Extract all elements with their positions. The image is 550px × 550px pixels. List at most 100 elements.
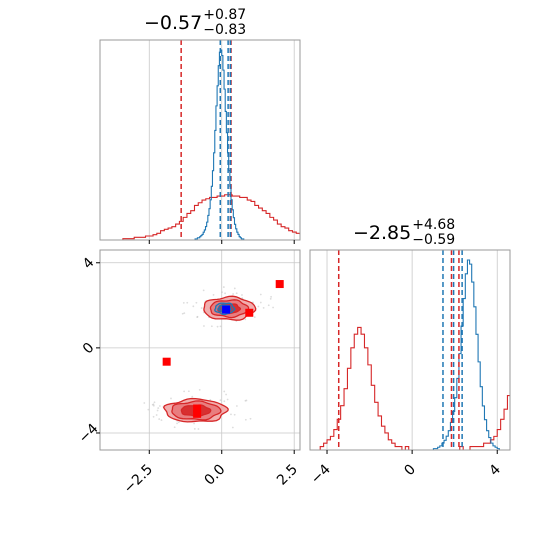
joint-red-marker-4: [193, 409, 202, 418]
joint-sample-dot: [191, 395, 194, 398]
joint-sample-dot: [182, 301, 185, 304]
joint-sample-dot: [160, 419, 163, 422]
title-param-2-value: −2.85: [353, 222, 412, 244]
joint-sample-dot: [259, 293, 262, 296]
title-param-1-value: −0.57: [144, 12, 203, 34]
joint-sample-dot: [269, 297, 272, 300]
title-param-2-plus: +4.68: [412, 217, 456, 233]
joint-sample-dot: [235, 405, 238, 407]
panel-2-frame: [309, 249, 511, 451]
joint-blue-marker-0: [222, 305, 231, 314]
joint-sample-dot: [233, 287, 236, 290]
joint-sample-dot: [216, 325, 219, 328]
joint-tick-label-x-1: 0.0: [202, 462, 229, 489]
title-param-1-plus: +0.87: [203, 7, 247, 23]
joint-sample-dot: [193, 427, 196, 430]
joint-sample-dot: [176, 422, 178, 425]
joint-sample-dot: [219, 399, 222, 402]
joint-tick-label-y-1: 0: [80, 340, 98, 358]
title-param-1-minus: −0.83: [203, 22, 247, 38]
joint-sample-dot: [186, 301, 189, 304]
title-param-2: −2.85 +4.68 −0.59: [353, 218, 455, 248]
title-param-1: −0.57 +0.87 −0.83: [144, 8, 246, 38]
joint-sample-dot: [193, 422, 196, 425]
joint-sample-dot: [230, 413, 232, 416]
joint-sample-dot: [210, 325, 213, 328]
joint-sample-dot: [187, 390, 190, 393]
panel-2-hist-blue: [407, 259, 506, 450]
joint-red-marker-2: [245, 308, 254, 317]
panel-1-hist-blue: [192, 49, 245, 240]
joint-sample-dot: [181, 312, 184, 315]
joint-sample-dot: [244, 318, 247, 321]
joint-sample-dot: [192, 305, 195, 308]
joint-sample-dot: [257, 305, 260, 308]
joint-sample-dot: [177, 421, 180, 424]
joint-sample-dot: [156, 409, 159, 412]
joint-sample-dot: [147, 408, 150, 411]
joint-sample-dot: [195, 301, 198, 304]
joint-sample-dot: [152, 415, 155, 418]
joint-sample-dot: [203, 325, 205, 327]
joint-sample-dot: [197, 428, 200, 430]
joint-sample-dot: [249, 417, 252, 420]
panel-1-histograms: [111, 40, 300, 240]
joint-sample-dot: [272, 306, 274, 309]
joint-sample-dot: [259, 301, 262, 304]
joint-sample-dot: [245, 399, 248, 402]
panel-joint-contours: [143, 280, 284, 430]
joint-red-marker-1: [162, 357, 171, 366]
joint-sample-dot: [183, 390, 186, 393]
joint-sample-dot: [153, 401, 156, 404]
joint-red-marker-3: [193, 404, 202, 413]
joint-sample-dot: [198, 388, 201, 391]
joint-sample-dot: [241, 294, 243, 296]
joint-sample-dot: [200, 307, 203, 309]
joint-sample-dot: [170, 397, 172, 400]
joint-sample-dot: [244, 418, 247, 421]
panel-2-histograms: [310, 250, 510, 450]
joint-sample-dot: [152, 404, 155, 407]
joint-sample-dot: [152, 403, 155, 406]
joint-sample-dot: [212, 293, 215, 296]
joint-sample-dot: [262, 306, 265, 309]
joint-sample-dot: [202, 289, 205, 292]
panel-2-tick-label-x-0: −4: [308, 461, 334, 487]
panel-1-frame: [99, 39, 301, 241]
joint-sample-dot: [157, 407, 160, 409]
joint-tick-label-y-2: 4: [80, 255, 98, 273]
joint-sample-dot: [223, 400, 226, 403]
joint-sample-dot: [233, 413, 236, 416]
panel-2-tick-label-x-2: 4: [486, 461, 504, 479]
joint-sample-dot: [232, 293, 234, 295]
joint-sample-dot: [267, 304, 270, 307]
joint-sample-dot: [226, 398, 229, 401]
joint-sample-dot: [219, 325, 222, 328]
joint-sample-dot: [158, 405, 161, 407]
joint-sample-dot: [231, 426, 234, 429]
joint-tick-label-y-0: −4: [76, 421, 102, 447]
joint-tick-label-x-2: 2.5: [274, 462, 301, 489]
joint-red-marker-0: [275, 280, 284, 289]
joint-sample-dot: [143, 402, 146, 404]
joint-sample-dot: [253, 316, 256, 319]
joint-sample-dot: [225, 393, 228, 396]
joint-sample-dot: [224, 292, 226, 295]
title-param-2-minus: −0.59: [412, 232, 456, 248]
joint-sample-dot: [270, 295, 273, 298]
panel-1-hist-red: [111, 194, 300, 240]
joint-sample-dot: [222, 286, 225, 288]
panel-2-tick-label-x-1: 0: [401, 462, 419, 480]
joint-sample-dot: [155, 414, 158, 416]
joint-sample-dot: [221, 291, 223, 294]
joint-sample-dot: [235, 292, 238, 295]
joint-sample-dot: [196, 316, 199, 318]
joint-tick-label-x-0: −2.5: [121, 462, 156, 497]
joint-sample-dot: [173, 426, 176, 429]
panel-2-hist-red: [310, 326, 510, 450]
joint-sample-dot: [183, 312, 186, 315]
joint-sample-dot: [223, 390, 226, 393]
joint-sample-dot: [158, 418, 161, 420]
panel-joint-frame: [99, 249, 301, 451]
